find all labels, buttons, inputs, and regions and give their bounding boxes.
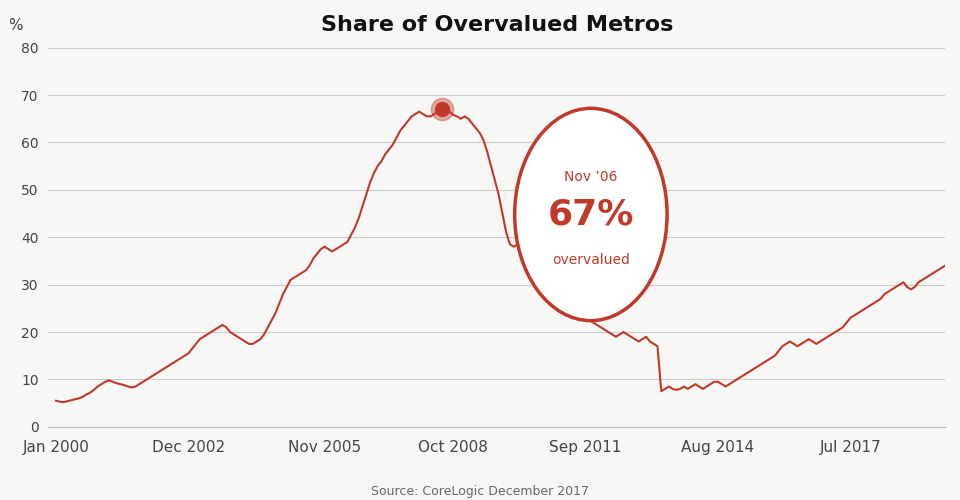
Text: Source: CoreLogic December 2017: Source: CoreLogic December 2017 (371, 485, 589, 498)
Ellipse shape (515, 108, 667, 320)
Text: Nov ’06: Nov ’06 (564, 170, 617, 183)
Text: 67%: 67% (548, 198, 634, 232)
Text: %: % (8, 18, 23, 32)
Title: Share of Overvalued Metros: Share of Overvalued Metros (321, 15, 673, 35)
Text: overvalued: overvalued (552, 253, 630, 267)
